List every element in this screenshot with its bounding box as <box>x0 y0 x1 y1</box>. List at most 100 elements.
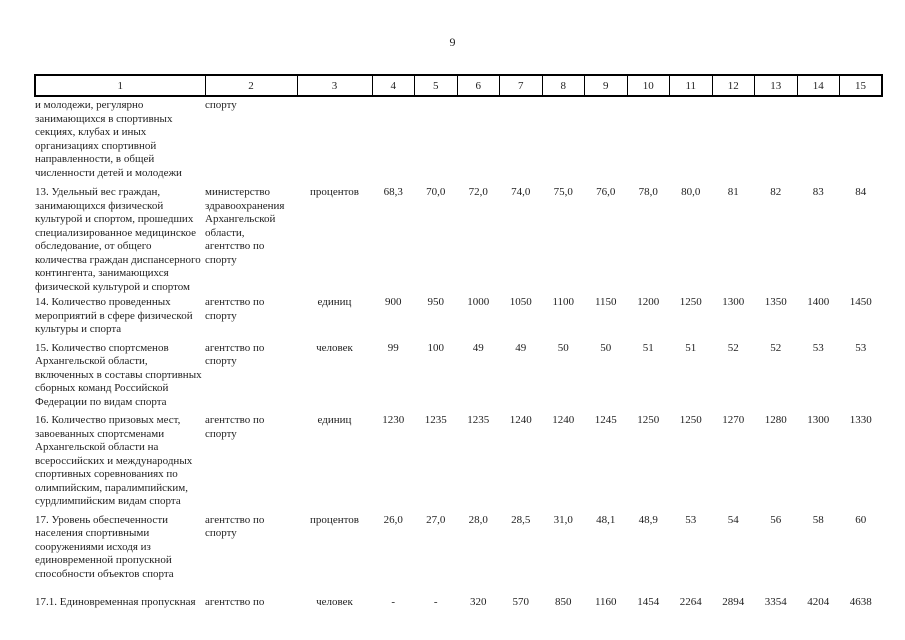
value-cell: - <box>391 596 396 608</box>
value-cell: 1230 <box>382 414 405 426</box>
table-row: и молодежи, регулярно занимающихся в спо… <box>35 96 882 186</box>
value-cell <box>797 96 840 186</box>
column-number-header: 9 <box>584 74 628 97</box>
executor-cell: спорту <box>205 99 237 111</box>
value-cell: 100 <box>427 341 445 354</box>
value-cell: 2264 <box>679 596 702 608</box>
value-cell <box>500 96 543 186</box>
value-cell <box>542 96 585 186</box>
value-cell: 53 <box>855 341 867 354</box>
value-cell: 1240 <box>509 414 532 426</box>
value-cell: 1150 <box>594 296 617 308</box>
value-cell: 2894 <box>722 596 745 608</box>
value-cell: 80,0 <box>681 186 701 198</box>
value-cell: 48,9 <box>638 513 658 526</box>
column-number-header: 8 <box>541 74 585 97</box>
value-cell: 52 <box>770 341 782 354</box>
value-cell: 99 <box>387 341 399 354</box>
column-number-header: 5 <box>414 74 458 97</box>
value-cell <box>457 96 500 186</box>
value-cell: 72,0 <box>468 186 488 198</box>
column-number-header: 1 <box>34 74 206 97</box>
unit-cell: процентов <box>310 513 359 526</box>
value-cell: 51 <box>685 341 697 354</box>
column-number-header: 7 <box>499 74 543 97</box>
unit-cell: процентов <box>310 186 359 198</box>
column-number-header: 10 <box>626 74 670 97</box>
indicator-cell: 15. Количество спортсменов Архангельской… <box>35 341 202 408</box>
value-cell: 1100 <box>552 296 575 308</box>
value-cell: 82 <box>770 186 782 198</box>
value-cell: 1200 <box>637 296 660 308</box>
value-cell: 81 <box>727 186 739 198</box>
column-number-header: 14 <box>796 74 840 97</box>
value-cell: 4204 <box>807 596 830 608</box>
indicator-cell: 14. Количество проведенных мероприятий в… <box>35 296 193 335</box>
value-cell: 1280 <box>764 414 787 426</box>
unit-cell: человек <box>316 341 353 354</box>
value-cell: 900 <box>385 296 402 308</box>
value-cell: 28,5 <box>511 513 531 526</box>
value-cell: 1250 <box>679 414 702 426</box>
value-cell: 49 <box>472 341 484 354</box>
column-number-header: 4 <box>371 74 415 97</box>
value-cell: 76,0 <box>596 186 616 198</box>
column-number-header: 12 <box>711 74 755 97</box>
value-cell: 1400 <box>807 296 830 308</box>
executor-cell: министерство здравоохранения Архангельск… <box>205 186 285 266</box>
column-number-header: 3 <box>296 74 373 97</box>
indicator-cell: 16. Количество призовых мест, завоеванны… <box>35 414 193 507</box>
table-row: 16. Количество призовых мест, завоеванны… <box>35 414 882 514</box>
value-cell: 1245 <box>594 414 617 426</box>
column-number-header: 2 <box>204 74 298 97</box>
value-cell <box>627 96 670 186</box>
value-cell: 1450 <box>849 296 872 308</box>
value-cell: 74,0 <box>511 186 531 198</box>
value-cell: 28,0 <box>468 513 488 526</box>
value-cell: 4638 <box>849 596 872 608</box>
value-cell: 53 <box>685 513 697 526</box>
value-cell <box>372 96 415 186</box>
indicators-table: 1 2 3 4 5 6 7 8 9 10 11 12 13 14 15 и молодежи, регуля… <box>34 74 883 610</box>
executor-cell: агентство по спорту <box>205 513 265 540</box>
page-number: 9 <box>449 35 456 49</box>
table-row: 14. Количество проведенных мероприятий в… <box>35 296 882 342</box>
indicator-cell: 17. Уровень обеспеченности населения спо… <box>35 513 174 580</box>
column-number-header: 6 <box>456 74 500 97</box>
value-cell: 3354 <box>764 596 787 608</box>
value-cell <box>755 96 798 186</box>
value-cell: 1250 <box>679 296 702 308</box>
value-cell: 78,0 <box>638 186 658 198</box>
indicator-cell: 17.1. Единовременная пропускная <box>35 596 196 608</box>
value-cell: 31,0 <box>553 513 573 526</box>
value-cell <box>712 96 755 186</box>
value-cell: 51 <box>642 341 654 354</box>
table-row: 17.1. Единовременная пропускная агентство… <box>35 596 882 610</box>
column-number-header: 15 <box>839 74 883 97</box>
value-cell: 1235 <box>424 414 447 426</box>
unit-cell: человек <box>316 596 353 608</box>
value-cell: 1270 <box>722 414 745 426</box>
value-cell: 56 <box>770 513 782 526</box>
value-cell: 1330 <box>849 414 872 426</box>
unit-cell: единиц <box>317 414 352 426</box>
value-cell <box>585 96 628 186</box>
value-cell: 83 <box>812 186 824 198</box>
table-row: 13. Удельный вес граждан, занимающихся ф… <box>35 186 882 296</box>
column-number-header: 11 <box>669 74 713 97</box>
value-cell: 570 <box>512 596 530 608</box>
value-cell <box>670 96 713 186</box>
value-cell: 68,3 <box>383 186 403 198</box>
value-cell: 1350 <box>764 296 787 308</box>
table-header: 1 2 3 4 5 6 7 8 9 10 11 12 13 14 15 <box>34 74 883 97</box>
executor-cell: агентство по <box>205 596 265 608</box>
value-cell: 50 <box>600 341 612 354</box>
value-cell: 1240 <box>552 414 575 426</box>
value-cell: 1250 <box>637 414 660 426</box>
value-cell: 75,0 <box>553 186 573 198</box>
value-cell: 50 <box>557 341 569 354</box>
value-cell: 1160 <box>594 596 617 608</box>
table-body: и молодежи, регулярно занимающихся в спо… <box>35 96 882 610</box>
value-cell: 320 <box>470 596 487 608</box>
